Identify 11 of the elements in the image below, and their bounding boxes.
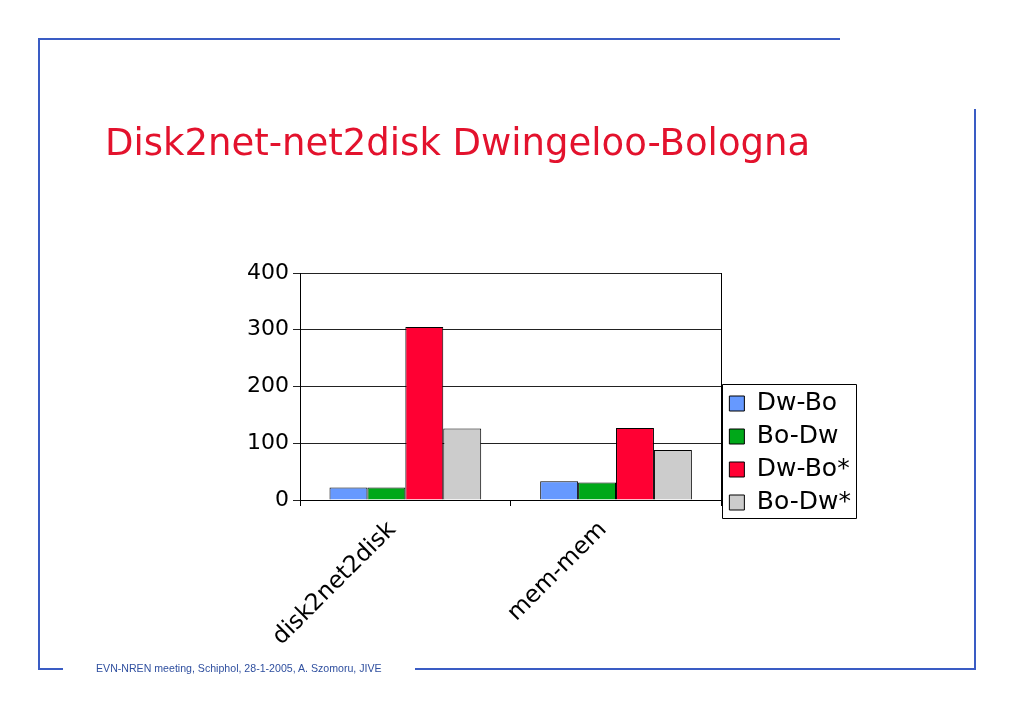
chart-title: Disk2net-net2disk Dwingeloo-Bologna bbox=[105, 121, 811, 166]
y-tick-label: 200 bbox=[247, 372, 289, 398]
text: EVN-NREN meeting, Schiphol, 28-1-2005, A. Szomoru, JIVE bbox=[96, 662, 382, 675]
legend-label: Dw-Bo* bbox=[756, 453, 850, 482]
legend-label: Bo-Dw* bbox=[756, 486, 852, 515]
legend-label: Dw-Bo bbox=[756, 387, 838, 416]
legend-label: Bo-Dw bbox=[756, 420, 839, 449]
y-tick-label: 0 bbox=[275, 485, 289, 511]
y-tick-label: 300 bbox=[247, 315, 289, 341]
y-tick-label: 400 bbox=[247, 258, 289, 284]
y-tick-label: 100 bbox=[247, 428, 289, 454]
